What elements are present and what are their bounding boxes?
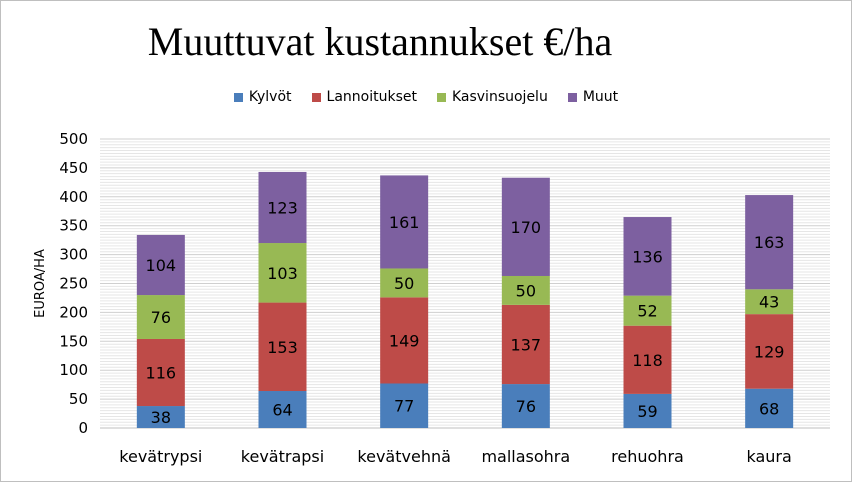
legend-item-lannoitukset: Lannoitukset	[311, 89, 417, 105]
x-category-label: kevätrypsi	[119, 447, 202, 466]
legend-label: Lannoitukset	[326, 89, 417, 105]
bar-segment-kasvinsuojelu	[380, 268, 429, 298]
legend-swatch	[233, 92, 243, 102]
y-tick-label: 300	[59, 246, 88, 264]
legend-swatch	[311, 92, 321, 102]
y-tick-label: 450	[59, 159, 88, 177]
bar-segment-muut	[623, 217, 672, 296]
x-category-label: kevätvehnä	[357, 447, 450, 466]
data-label: 68	[759, 399, 779, 418]
bar-segment-kylvöt	[380, 383, 429, 428]
data-label: 64	[272, 401, 292, 420]
bar-segment-kasvinsuojelu	[745, 289, 794, 315]
y-axis-label: EUROA/HA	[33, 249, 48, 318]
bar-segment-kasvinsuojelu	[258, 243, 307, 303]
bar-segment-muut	[380, 175, 429, 269]
data-label: 103	[267, 264, 298, 283]
data-label: 153	[267, 338, 298, 357]
bar-segment-lannoitukset	[745, 314, 794, 389]
y-tick-label: 400	[59, 188, 88, 206]
bar-segment-lannoitukset	[258, 302, 307, 392]
bar-segment-kasvinsuojelu	[136, 295, 185, 339]
x-category-label: kaura	[747, 447, 792, 466]
data-label: 129	[754, 342, 785, 361]
bar-segment-kylvöt	[258, 391, 307, 428]
bar-segment-kylvöt	[745, 388, 794, 428]
bar-segment-muut	[258, 171, 307, 244]
data-label: 123	[267, 198, 298, 217]
bar-segment-lannoitukset	[501, 304, 550, 385]
data-label: 76	[516, 397, 536, 416]
y-tick-label: 150	[59, 332, 88, 350]
legend-swatch	[567, 92, 577, 102]
data-label: 59	[637, 402, 657, 421]
data-label: 43	[759, 293, 779, 312]
data-label: 116	[146, 364, 177, 383]
legend-label: Kasvinsuojelu	[451, 89, 548, 105]
data-label: 137	[511, 335, 542, 354]
bar-segment-muut	[501, 177, 550, 276]
bar-segment-kasvinsuojelu	[501, 275, 550, 305]
y-tick-label: 0	[78, 419, 88, 437]
bar-segment-lannoitukset	[136, 338, 185, 407]
data-label: 163	[754, 233, 785, 252]
x-category-label: mallasohra	[481, 447, 570, 466]
legend-swatch	[436, 92, 446, 102]
data-label: 104	[146, 256, 177, 275]
data-label: 38	[151, 408, 171, 427]
chart-legend: Kylvöt Lannoitukset Kasvinsuojelu Muut	[0, 89, 852, 105]
data-label: 170	[511, 218, 542, 237]
legend-item-muut: Muut	[567, 89, 619, 105]
x-category-label: kevätrapsi	[241, 447, 324, 466]
y-tick-label: 50	[69, 390, 88, 408]
bar-segment-lannoitukset	[380, 297, 429, 384]
bar-segment-kylvöt	[136, 406, 185, 428]
y-tick-label: 100	[59, 361, 88, 379]
data-label: 161	[389, 213, 420, 232]
chart-title: Muuttuvat kustannukset €/ha	[147, 19, 613, 64]
data-label: 50	[394, 274, 414, 293]
data-label: 118	[632, 351, 663, 370]
bar-segment-lannoitukset	[623, 325, 672, 394]
bar-segment-kasvinsuojelu	[623, 295, 672, 326]
y-tick-label: 500	[59, 130, 88, 148]
y-tick-label: 250	[59, 275, 88, 293]
data-label: 149	[389, 331, 420, 350]
bar-segment-muut	[136, 234, 185, 296]
legend-label: Kylvöt	[248, 89, 292, 105]
legend-item-kasvinsuojelu: Kasvinsuojelu	[436, 89, 548, 105]
legend-label: Muut	[582, 89, 619, 105]
bar-segment-kylvöt	[501, 384, 550, 428]
data-label: 52	[637, 302, 657, 321]
y-tick-label: 200	[59, 303, 88, 321]
x-category-label: rehuohra	[611, 447, 684, 466]
y-tick-label: 350	[59, 217, 88, 235]
bar-segment-muut	[745, 195, 794, 290]
data-label: 76	[151, 308, 171, 327]
data-label: 136	[632, 247, 663, 266]
data-label: 77	[394, 397, 414, 416]
bar-segment-kylvöt	[623, 393, 672, 428]
data-label: 50	[516, 281, 536, 300]
legend-item-kylvot: Kylvöt	[233, 89, 292, 105]
